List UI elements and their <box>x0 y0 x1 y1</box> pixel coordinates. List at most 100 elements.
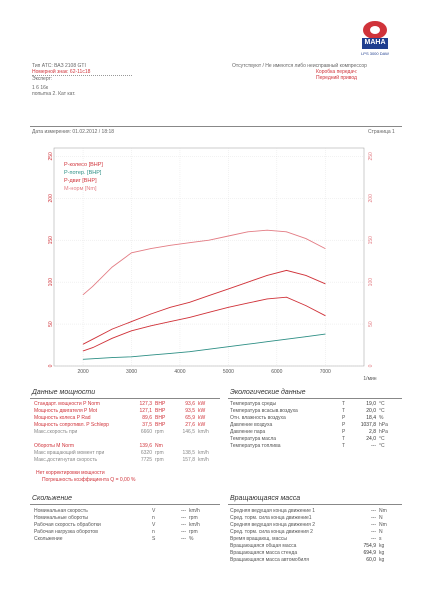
vehicle-type: Тип ATC: ВАЗ 2108 GTI <box>32 63 86 69</box>
power-curve-chart: 2000 3000 4000 5000 6000 7000 0 50 100 150 200 250 0… <box>48 147 377 382</box>
mass-row: Вращающаяся общая масса 754,9 kg <box>230 543 402 549</box>
chart-series-point-2 <box>111 328 113 330</box>
gearbox-label: Коробка передач: <box>316 69 358 75</box>
header-left: Тип ATC: ВАЗ 2108 GTI Номерной знак: 62-… <box>32 63 212 97</box>
env-section-title: Экологические данные <box>230 389 306 396</box>
power-row-label: Мощность двигателя P Mot <box>34 408 98 414</box>
power-row-value-2: 138,5 <box>182 450 195 456</box>
chart-y-left-tick-label: 150 <box>48 236 54 245</box>
slip-row-unit: % <box>189 536 194 542</box>
env-row-unit: hPa <box>379 429 388 435</box>
power-row: Обороты M Norm 139,6 Nm <box>34 443 220 449</box>
chart-series-point-3 <box>82 294 84 296</box>
chart-series-point-1 <box>247 343 249 345</box>
slip-section-title: Скольжение <box>32 495 73 502</box>
env-row-symbol: P <box>342 429 346 435</box>
maha-logo-sub: LPS 3000 DAW <box>361 51 389 56</box>
power-row-value-1: 127,3 <box>139 401 152 407</box>
chart-legend-item: M-норм [Nm] <box>64 186 97 192</box>
compressor-line: Отсутствуют / Не имеются либо неисправны… <box>232 63 367 69</box>
mass-row: Вращающаяся масса стенда 694,9 kg <box>230 550 402 556</box>
chart-series-point-3 <box>208 239 210 241</box>
chart-series-point-3 <box>189 242 190 244</box>
slip-row-symbol: V <box>152 522 156 528</box>
chart-series-point-0 <box>82 350 84 352</box>
power-row-label: Стандарт. мощности P Norm <box>34 401 100 407</box>
chart-series-point-0 <box>92 347 94 348</box>
chart-series-point-1 <box>150 354 152 356</box>
chart-series-point-3 <box>131 252 132 254</box>
env-row: Температура среды T 19,0 °C <box>230 401 402 407</box>
env-row-symbol: P <box>342 422 346 428</box>
chart-x-tick-label: 6000 <box>271 369 282 375</box>
env-row-unit: hPa <box>379 422 388 428</box>
power-row-unit-1: BHP <box>155 401 166 407</box>
power-row-unit-1: BHP <box>155 415 166 421</box>
chart-series-point-3 <box>305 238 307 239</box>
mass-section-title: Вращающаяся масса <box>230 495 301 502</box>
slip-row-unit: km/h <box>189 508 200 514</box>
chart-series-point-0 <box>169 321 171 322</box>
slip-row-label: Номинальная скорость <box>34 508 88 514</box>
mass-row-value: 694,9 <box>363 550 376 556</box>
chart-series-point-0 <box>131 330 132 332</box>
attempt-info: попытка 2. Кат кат. <box>32 91 76 97</box>
power-row-label: Макс.скорость при <box>34 429 78 435</box>
chart-series-point-2 <box>247 281 249 283</box>
chart-series-point-3 <box>286 231 287 233</box>
env-row-unit: °C <box>379 443 385 449</box>
slip-row-symbol: n <box>152 515 155 521</box>
env-row-symbol: T <box>342 436 346 442</box>
env-row-value: 1037,8 <box>360 422 376 428</box>
chart-series-point-1 <box>131 356 132 358</box>
mass-row-unit: N <box>379 515 383 521</box>
mass-row-label: Средняя ведущая конца движение 1 <box>230 508 316 514</box>
mass-row-label: Вращающаяся масса стенда <box>230 550 298 556</box>
slip-row-value: --- <box>181 508 186 514</box>
chart-series-point-1 <box>111 357 113 358</box>
chart-series-point-2 <box>169 306 171 308</box>
mass-row: Сред. торм. сила конца движение1 --- N <box>230 515 402 521</box>
env-row-unit: °C <box>379 436 385 442</box>
env-row-symbol: T <box>342 408 346 414</box>
env-row: Давление пара P 2,8 hPa <box>230 429 402 435</box>
chart-series-point-2 <box>305 275 307 276</box>
chart-series-point-0 <box>305 305 307 306</box>
power-row-unit-2 <box>195 443 216 449</box>
chart-series-line-0 <box>82 296 326 352</box>
chart-y-left-tick-label: 50 <box>48 321 54 327</box>
maha-logo: MAHA LPS 3000 DAW <box>352 16 398 60</box>
power-row-value-1: 7725 <box>140 457 152 463</box>
chart-series-point-0 <box>228 306 229 308</box>
chart-series-point-1 <box>305 336 307 338</box>
env-row-unit: % <box>379 415 384 421</box>
slip-row: Номинальные обороты n --- rpm <box>34 515 220 521</box>
power-title-rule <box>30 398 220 399</box>
env-row-symbol: T <box>342 443 346 449</box>
chart-series-point-0 <box>150 325 152 327</box>
power-row: Макс.скорость при 6660 rpm 146,5 km/h <box>34 429 220 435</box>
header-right: Отсутствуют / Не имеются либо неисправны… <box>232 63 402 81</box>
slip-row-unit: rpm <box>189 529 198 535</box>
power-row-label: Мощность колеса P Rad <box>34 415 91 421</box>
power-row-value-1: 127,1 <box>139 408 152 414</box>
slip-table: Номинальная скорость V --- km/h Номинальные … <box>34 508 220 548</box>
chart-x-tick-label: 3000 <box>126 369 137 375</box>
slip-row: Рабочая скорость обработки V --- km/h <box>34 522 220 528</box>
chart-series-line-2 <box>82 269 326 345</box>
env-row-label: Давление пара <box>230 429 266 435</box>
env-row-label: Давление воздуха <box>230 422 273 428</box>
chart-y-right-tick-label: 250 <box>368 152 374 161</box>
chart-series-point-0 <box>324 315 326 317</box>
chart-legend-item: P-двиг [BHP] <box>64 178 97 184</box>
power-row: Мощность двигателя P Mot 127,1 BHP 93,5 kW <box>34 408 220 414</box>
chart-series-point-3 <box>111 266 113 268</box>
expert: Эксперт: <box>32 76 53 82</box>
mass-row-value: --- <box>371 536 376 542</box>
slip-title-rule <box>30 504 220 505</box>
power-row: Макс вращающий момент при 6320 rpm 138,5 km/… <box>34 450 220 456</box>
slip-row-value: --- <box>181 515 186 521</box>
power-row-unit-1: rpm <box>155 457 164 463</box>
chart-series-point-2 <box>92 338 94 340</box>
env-row-value: 24,0 <box>366 436 376 442</box>
